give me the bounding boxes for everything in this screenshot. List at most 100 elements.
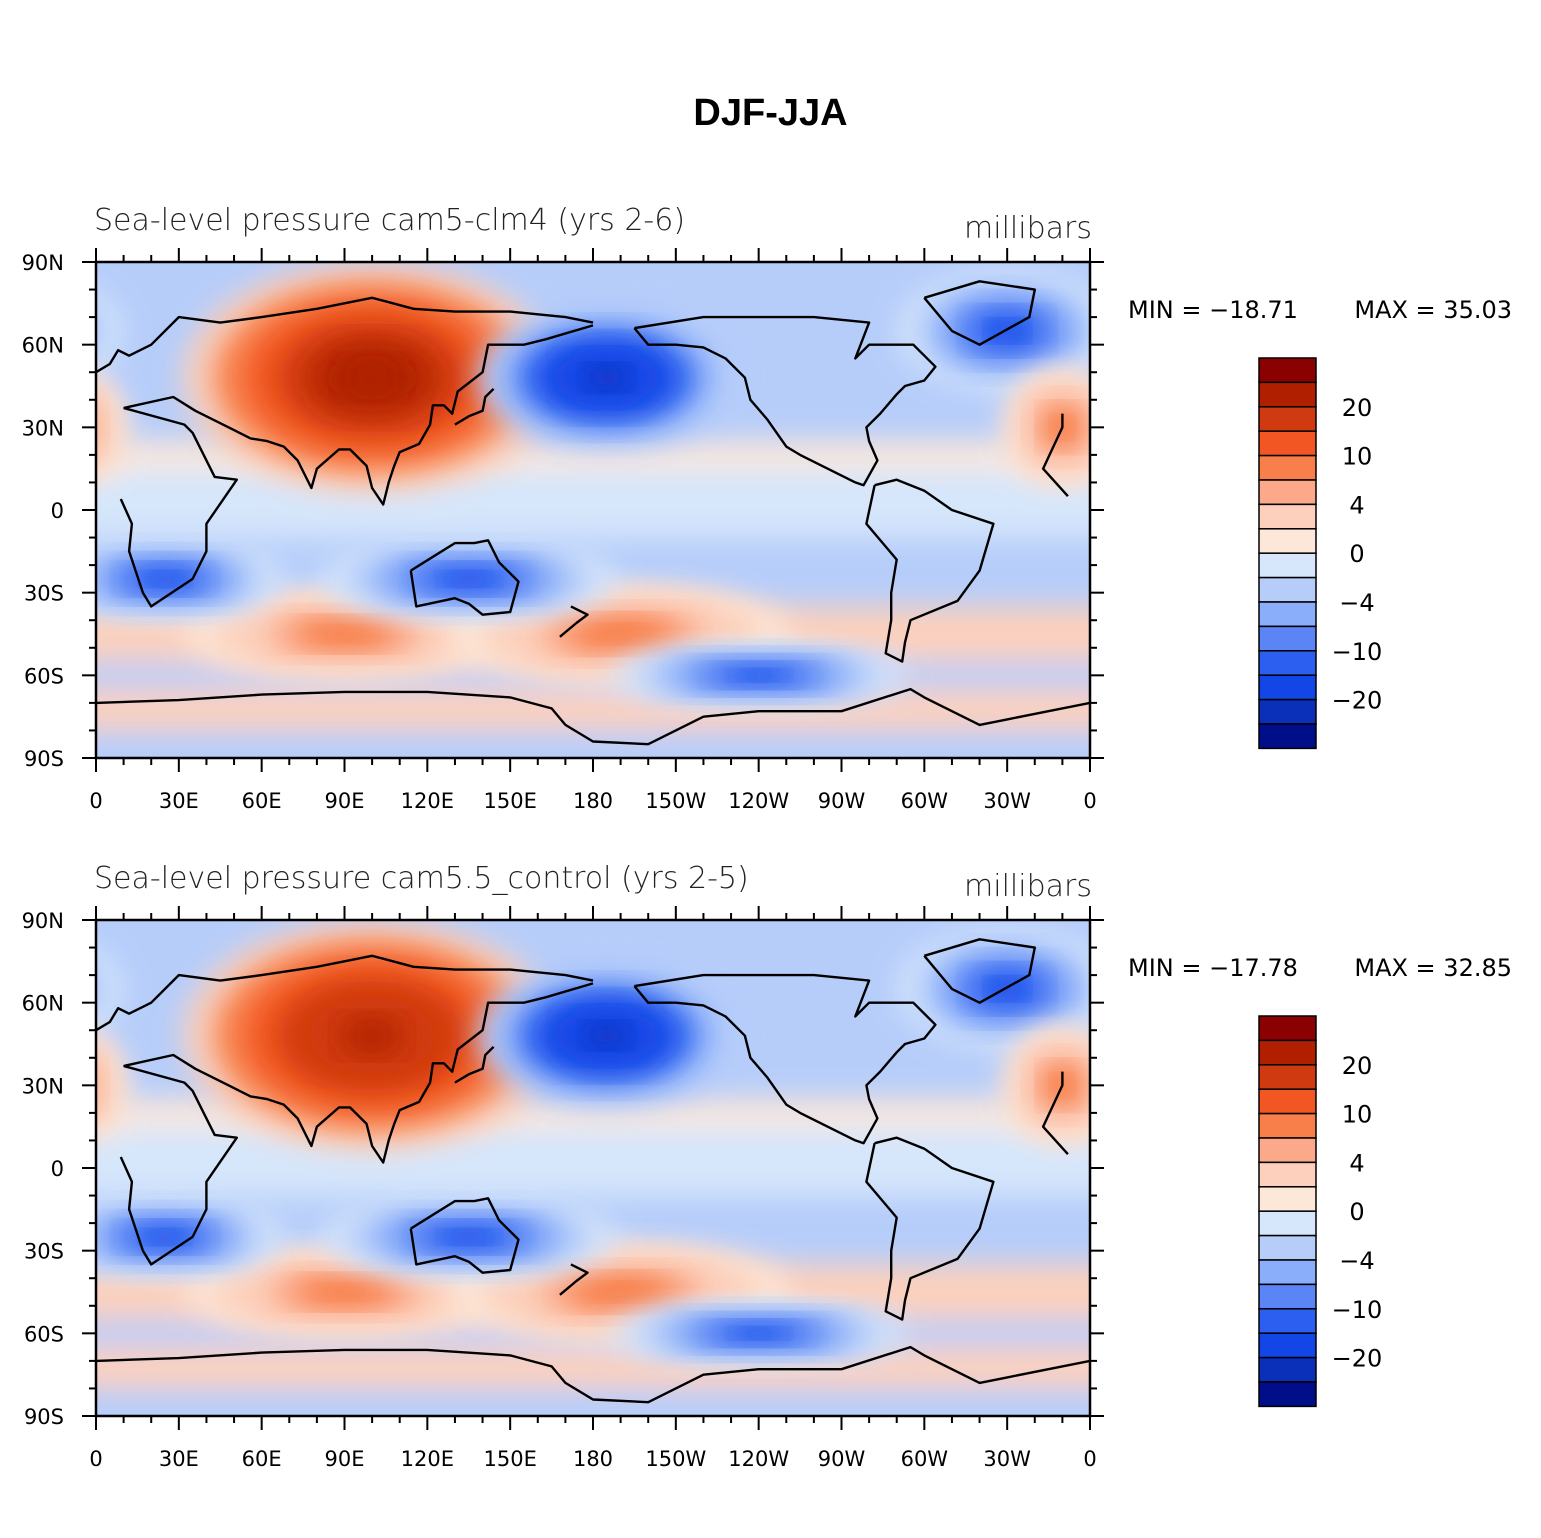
- colorbar-swatch: [1258, 1308, 1317, 1334]
- figure-title: DJF-JJA: [693, 92, 848, 134]
- lon-label: 30W: [983, 1447, 1031, 1471]
- units-label: millibars: [964, 869, 1092, 904]
- contour-fill: [585, 366, 629, 390]
- panel-subtitle: Sea-level pressure cam5-clm4 (yrs 2-6): [94, 203, 685, 238]
- lon-label: 60E: [242, 789, 282, 813]
- lon-label: 60W: [901, 789, 949, 813]
- coastline: [454, 387, 495, 426]
- lon-label: 60W: [901, 1447, 949, 1471]
- contour-fill: [145, 572, 186, 586]
- lon-label: 120E: [401, 1447, 454, 1471]
- lon-label: 90E: [325, 789, 365, 813]
- colorbar-label: 4: [1349, 491, 1364, 519]
- colorbar-swatch: [1258, 1015, 1317, 1042]
- coastlines: [96, 938, 1090, 1404]
- colorbar-label: −10: [1332, 638, 1383, 666]
- colorbar-swatch: [1258, 1259, 1317, 1286]
- contour-fill: [340, 358, 404, 397]
- contour-fill: [145, 1230, 186, 1244]
- colorbar-swatch: [1258, 479, 1317, 506]
- lon-label: 30E: [159, 1447, 199, 1471]
- colorbar-label: −20: [1332, 687, 1383, 715]
- coastline: [923, 280, 1036, 346]
- contour-fill: [0, 291, 87, 371]
- lon-label: 120W: [728, 1447, 789, 1471]
- contour-fill: [592, 625, 649, 643]
- colorbar-swatch: [1258, 576, 1317, 603]
- band: [96, 689, 1090, 731]
- colorbar-swatch: [1258, 503, 1317, 530]
- coastline: [123, 982, 594, 1164]
- colorbar-swatch: [1258, 1064, 1317, 1090]
- contour-fill: [592, 1283, 649, 1301]
- coastline: [96, 1345, 1090, 1404]
- coastline: [633, 973, 937, 1145]
- colorbar-label: 20: [1342, 1052, 1373, 1080]
- band: [96, 537, 1090, 552]
- contour-fill: [340, 1016, 404, 1055]
- lon-label: 150W: [645, 1447, 706, 1471]
- colorbar-swatch: [1258, 650, 1317, 676]
- contour-fill: [0, 949, 87, 1029]
- lon-label: 180: [573, 789, 613, 813]
- colorbar-swatch: [1258, 1112, 1317, 1139]
- coastline: [559, 605, 589, 638]
- band: [96, 1195, 1090, 1210]
- colorbar-label: −20: [1332, 1345, 1383, 1373]
- band: [96, 1347, 1090, 1389]
- contour-fill: [443, 1230, 494, 1244]
- coastline: [119, 406, 1069, 608]
- colorbar-swatch: [1258, 552, 1317, 579]
- colorbar-swatch: [1258, 1088, 1317, 1115]
- contour-fill: [96, 949, 124, 1029]
- max-label: MAX = 32.85: [1354, 954, 1512, 982]
- band: [96, 1388, 1090, 1416]
- colorbar-swatch: [1258, 406, 1317, 432]
- map-panel-2: Sea-level pressure cam5.5_control (yrs 2…: [0, 861, 1512, 1471]
- contour-fill: [733, 1328, 784, 1339]
- lat-label: 60N: [22, 334, 64, 358]
- colorbar-swatch: [1258, 601, 1317, 628]
- contour-fill: [96, 291, 124, 371]
- colorbar-label: 10: [1342, 443, 1373, 471]
- contour-fill: [988, 978, 1026, 999]
- coastline: [96, 296, 594, 374]
- colorbar-swatch: [1258, 1039, 1317, 1066]
- contour-fill: [317, 626, 372, 642]
- lat-label: 90S: [24, 1405, 64, 1429]
- colorbar-swatch: [1258, 1332, 1317, 1359]
- colorbar-swatch: [1258, 1356, 1317, 1383]
- lon-label: 150E: [483, 1447, 536, 1471]
- colorbar-label: 0: [1349, 540, 1364, 568]
- lon-label: 150E: [483, 789, 536, 813]
- contour-fill: [96, 1056, 109, 1115]
- colorbar-label: −4: [1339, 589, 1374, 617]
- colorbar-swatch: [1258, 1381, 1317, 1408]
- panel-subtitle: Sea-level pressure cam5.5_control (yrs 2…: [94, 861, 749, 896]
- coastline: [96, 954, 594, 1032]
- axis-ticks: [82, 906, 1104, 1430]
- coastline: [454, 1045, 495, 1084]
- lon-label: 90W: [818, 789, 866, 813]
- lat-label: 0: [51, 1157, 64, 1181]
- colorbar-swatch: [1258, 625, 1317, 652]
- coastline: [96, 687, 1090, 746]
- colorbar-swatch: [1258, 1161, 1317, 1188]
- coastline: [923, 938, 1036, 1004]
- colorbar: 20 10 4 0 −4 −10 −20: [1258, 1015, 1383, 1408]
- max-label: MAX = 35.03: [1354, 296, 1512, 324]
- colorbar-swatch: [1258, 1283, 1317, 1310]
- colorbar-swatch: [1258, 723, 1317, 750]
- lat-label: 0: [51, 499, 64, 523]
- colorbar-swatch: [1258, 1186, 1317, 1212]
- lat-label: 90S: [24, 747, 64, 771]
- coastline: [119, 1064, 1069, 1266]
- colorbar-swatch: [1258, 1210, 1317, 1237]
- lat-label: 30N: [22, 416, 64, 440]
- band: [96, 468, 1090, 538]
- field-layer: [0, 920, 1090, 1416]
- contour-fill: [585, 1024, 629, 1048]
- contour-fill: [317, 1284, 372, 1300]
- contour-fill: [733, 670, 784, 681]
- colorbar-swatch: [1258, 381, 1317, 408]
